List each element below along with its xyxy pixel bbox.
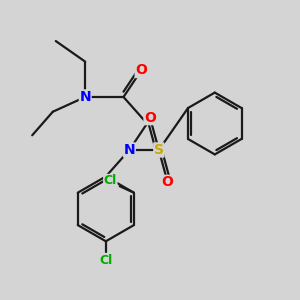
- Text: N: N: [80, 90, 91, 104]
- Text: Cl: Cl: [99, 254, 112, 267]
- Text: O: O: [162, 176, 174, 189]
- Text: N: N: [124, 143, 135, 157]
- Text: O: O: [135, 64, 147, 77]
- Text: Cl: Cl: [104, 174, 117, 188]
- Text: S: S: [154, 143, 164, 157]
- Text: O: O: [144, 111, 156, 124]
